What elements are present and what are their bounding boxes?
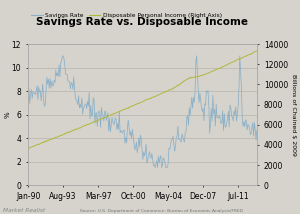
Y-axis label: Billions of Chained $ 2009: Billions of Chained $ 2009 xyxy=(291,74,296,156)
Legend: Savings Rate, Disposable Personal Income (Right Axis): Savings Rate, Disposable Personal Income… xyxy=(29,10,224,20)
Y-axis label: %: % xyxy=(4,111,10,118)
Text: Market Realist: Market Realist xyxy=(3,208,45,213)
Title: Savings Rate vs. Disposable Income: Savings Rate vs. Disposable Income xyxy=(37,17,248,27)
Text: Source: U.S. Department of Commerce: Bureau of Economic Analysis/FRED: Source: U.S. Department of Commerce: Bur… xyxy=(80,209,244,213)
